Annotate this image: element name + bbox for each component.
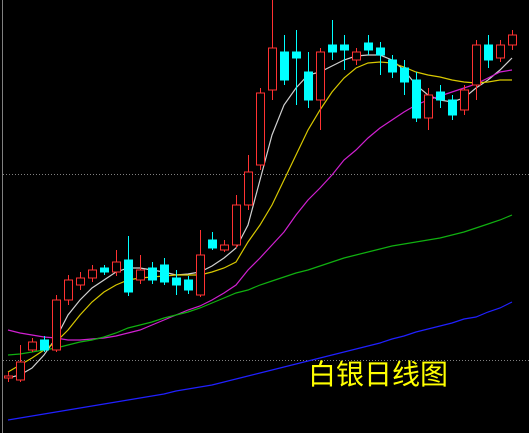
candle-body — [28, 341, 37, 351]
candle-body — [52, 299, 61, 351]
candle-body — [280, 51, 289, 81]
candle-body — [100, 267, 109, 273]
candle-body — [340, 44, 349, 51]
chart-title: 白银日线图 — [308, 358, 448, 391]
candle-body — [400, 67, 409, 83]
candle-body — [460, 89, 469, 111]
candle-body — [364, 42, 373, 51]
candle-body — [304, 71, 313, 101]
candles — [4, 0, 517, 382]
candle-body — [232, 204, 241, 246]
candle-body — [16, 361, 25, 381]
candle-body — [328, 44, 337, 53]
candle-body — [472, 44, 481, 86]
candle-body — [244, 171, 253, 206]
candle-body — [184, 279, 193, 291]
candle-body — [172, 277, 181, 286]
ma-line — [7, 214, 513, 356]
candle-body — [424, 94, 433, 119]
candle-body — [136, 269, 145, 281]
candle-body — [376, 47, 385, 56]
candle-body — [316, 51, 325, 101]
candle-body — [124, 259, 133, 293]
candle-body — [352, 51, 361, 61]
candle-body — [412, 79, 421, 119]
candle-body — [76, 277, 85, 286]
candle-body — [256, 92, 265, 166]
candle-body — [196, 254, 205, 296]
candle-body — [112, 261, 121, 273]
grid — [3, 174, 529, 361]
candle-body — [268, 47, 277, 91]
candle-body — [292, 51, 301, 59]
candle-body — [448, 99, 457, 116]
candle-body — [508, 34, 517, 46]
candle-body — [208, 239, 217, 249]
candle-body — [88, 269, 97, 279]
candle-body — [148, 267, 157, 281]
candle-body — [436, 91, 445, 101]
ma-line — [7, 301, 513, 421]
candle-body — [220, 244, 229, 251]
candle-body — [40, 339, 49, 351]
candle-body — [4, 375, 13, 379]
candle-body — [64, 279, 73, 301]
candle-body — [496, 44, 505, 59]
candle-body — [388, 59, 397, 73]
candle-body — [484, 44, 493, 61]
candle-body — [160, 264, 169, 283]
ma-line — [7, 61, 512, 373]
